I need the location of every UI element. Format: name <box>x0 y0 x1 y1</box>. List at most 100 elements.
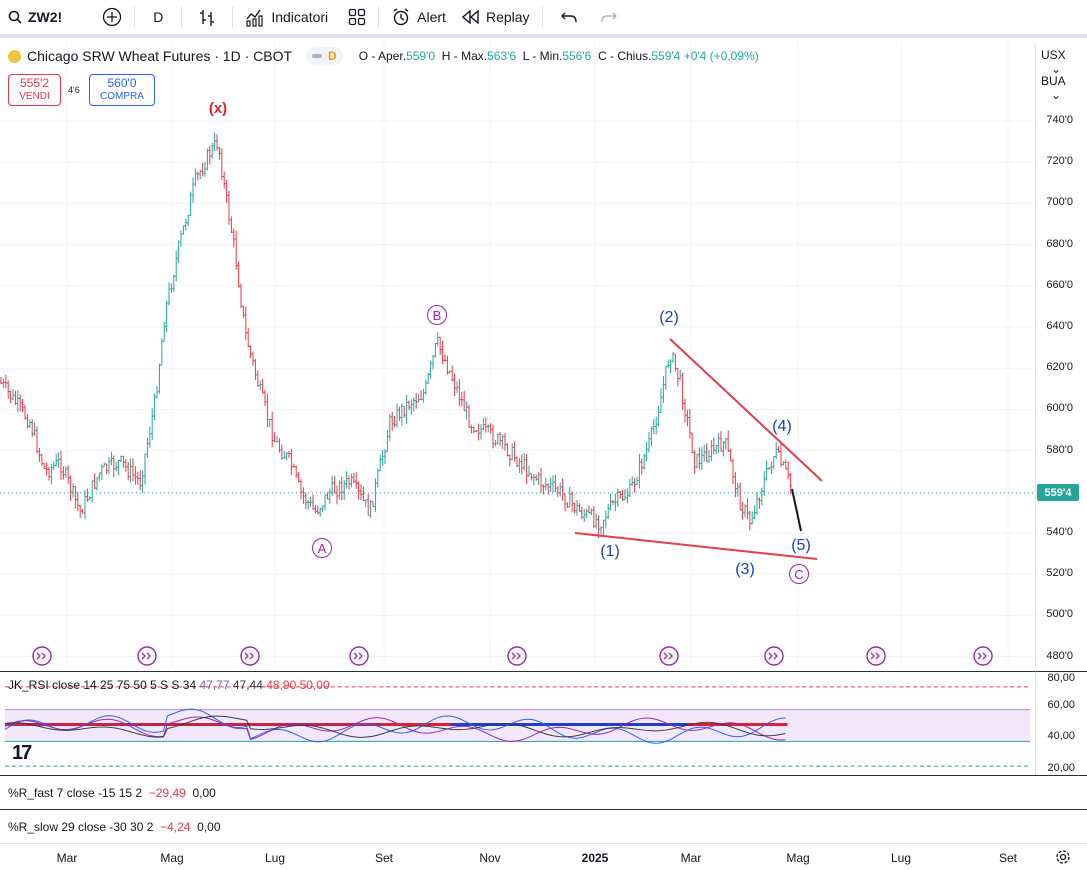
event-marker-icon[interactable] <box>349 646 369 666</box>
high-value: 563'6 <box>487 49 517 63</box>
ohlc-bar <box>179 230 183 247</box>
ohlc-bar <box>225 180 228 204</box>
data-status-letter: D <box>328 49 337 63</box>
ohlc-bar <box>539 467 543 493</box>
time-tick: Set <box>998 851 1018 865</box>
tradingview-logo[interactable]: 17 <box>12 742 32 764</box>
time-tick: Lug <box>890 851 912 865</box>
replay-button[interactable]: Replay <box>454 0 538 34</box>
ohlc-bar <box>583 508 586 523</box>
event-marker-icon[interactable] <box>240 646 260 666</box>
rsi-pane[interactable] <box>0 671 1035 775</box>
undo-icon <box>560 12 577 23</box>
lower-trendline[interactable] <box>574 532 818 560</box>
ohlc-bar <box>379 455 382 472</box>
ohlc-bar <box>311 494 315 510</box>
ohlc-bar <box>415 392 418 409</box>
ohlc-bar <box>403 405 406 418</box>
ohlc-bar <box>340 476 343 501</box>
market-status-pill[interactable]: D <box>306 47 343 65</box>
event-marker-icon[interactable] <box>507 646 527 666</box>
indicators-label: Indicatori <box>271 9 329 25</box>
ohlc-bar <box>559 482 562 497</box>
wave-label-5: (5) <box>791 537 811 554</box>
price-axis[interactable]: 740'0 720'0 700'0 680'0 660'0 640'0 620'0 600'0… <box>1035 42 1087 668</box>
ohlc-bar <box>460 391 463 407</box>
layouts-button[interactable] <box>340 0 374 34</box>
symbol-search-button[interactable]: ZW2! <box>0 0 70 34</box>
rsi-tick: 60,00 <box>1047 699 1075 711</box>
ohlc-bar <box>163 321 166 342</box>
rsi-tick: 20,00 <box>1047 762 1075 774</box>
ohlc-bar <box>448 370 451 374</box>
ohlc-bar <box>352 472 355 484</box>
r-slow-legend: %R_slow 29 close -30 30 2 −4,24 0,00 <box>8 820 221 834</box>
alert-label: Alert <box>417 9 446 25</box>
ohlc-bar <box>177 240 180 263</box>
event-marker-icon[interactable] <box>973 646 993 666</box>
currency-selector[interactable]: USX ⌄ <box>1041 48 1087 76</box>
ohlc-bar <box>283 450 286 459</box>
compare-symbol-button[interactable] <box>94 0 130 34</box>
ohlc-bar <box>31 419 34 437</box>
upper-trendline[interactable] <box>669 338 823 482</box>
settings-button[interactable] <box>1055 849 1071 870</box>
ohlc-bar <box>715 444 718 455</box>
alert-button[interactable]: Alert <box>383 0 454 34</box>
r-slow-pane[interactable]: %R_slow 29 close -30 30 2 −4,24 0,00 <box>0 809 1087 843</box>
ohlc-bar <box>513 441 516 462</box>
ohlc-bar <box>112 455 115 478</box>
ohlc-bar <box>758 497 761 509</box>
event-marker-icon[interactable] <box>137 646 157 666</box>
ohlc-bar <box>477 423 480 441</box>
symbol-logo-icon <box>8 49 21 63</box>
rsi-axis[interactable]: 80,00 60,00 40,00 20,00 <box>1035 671 1087 775</box>
redo-button[interactable] <box>591 0 627 34</box>
rsi-lines <box>4 708 788 744</box>
bars-chart-icon <box>200 10 215 26</box>
ohlc-bar <box>419 390 423 401</box>
unit-selector[interactable]: BUA ⌄ <box>1041 74 1087 102</box>
ohlc-bar <box>491 424 495 449</box>
price-tick: 700'0 <box>1046 196 1073 209</box>
ohlc-bar <box>175 250 178 282</box>
ohlc-bar <box>544 477 547 491</box>
ohlc-bar <box>273 432 276 443</box>
time-axis[interactable]: Mar Mag Lug Set Nov 2025 Mar Mag Lug Set <box>0 843 1087 870</box>
ohlc-bar <box>443 354 447 362</box>
chart-type-button[interactable] <box>186 0 228 34</box>
ohlc-bar <box>734 471 737 498</box>
event-marker-icon[interactable] <box>32 646 52 666</box>
indicators-button[interactable]: Indicatori <box>237 0 336 34</box>
ohlc-bar <box>381 449 384 466</box>
instrument-title[interactable]: Chicago SRW Wheat Futures · 1D · CBOT <box>27 48 293 64</box>
ohlc-bar <box>626 488 629 504</box>
undo-button[interactable] <box>547 0 591 34</box>
ohlc-bar <box>695 453 699 469</box>
ohlc-bar <box>143 453 147 485</box>
ohlc-bar <box>412 397 415 412</box>
event-marker-icon[interactable] <box>659 646 679 666</box>
buy-button[interactable]: 560'0 COMPRA <box>89 74 155 106</box>
ohlc-bar <box>679 369 682 381</box>
ohlc-bar <box>331 476 334 497</box>
rsi-legend[interactable]: JK_RSI close 14 25 75 50 5 S S 34 47,77 … <box>8 678 330 692</box>
sell-button[interactable]: 555'2 VENDI <box>8 74 61 106</box>
ohlc-bar <box>292 463 295 468</box>
ohlc-bar <box>770 461 773 475</box>
ohlc-bar <box>134 466 137 485</box>
ohlc-bar <box>187 214 190 227</box>
ohlc-bar <box>19 394 22 412</box>
price-chart[interactable] <box>0 42 1035 668</box>
event-marker-icon[interactable] <box>764 646 784 666</box>
toolbar-divider <box>181 6 183 28</box>
interval-button[interactable]: D <box>139 0 177 34</box>
ohlc-bar <box>731 458 735 485</box>
r-fast-pane[interactable]: %R_fast 7 close -15 15 2 −29,49 0,00 <box>0 775 1087 809</box>
projection-line[interactable] <box>791 488 802 532</box>
ohlc-bar <box>14 390 17 406</box>
ohlc-bar <box>434 342 437 358</box>
ohlc-bar <box>155 385 159 399</box>
ohlc-bar <box>141 470 144 493</box>
event-marker-icon[interactable] <box>866 646 886 666</box>
